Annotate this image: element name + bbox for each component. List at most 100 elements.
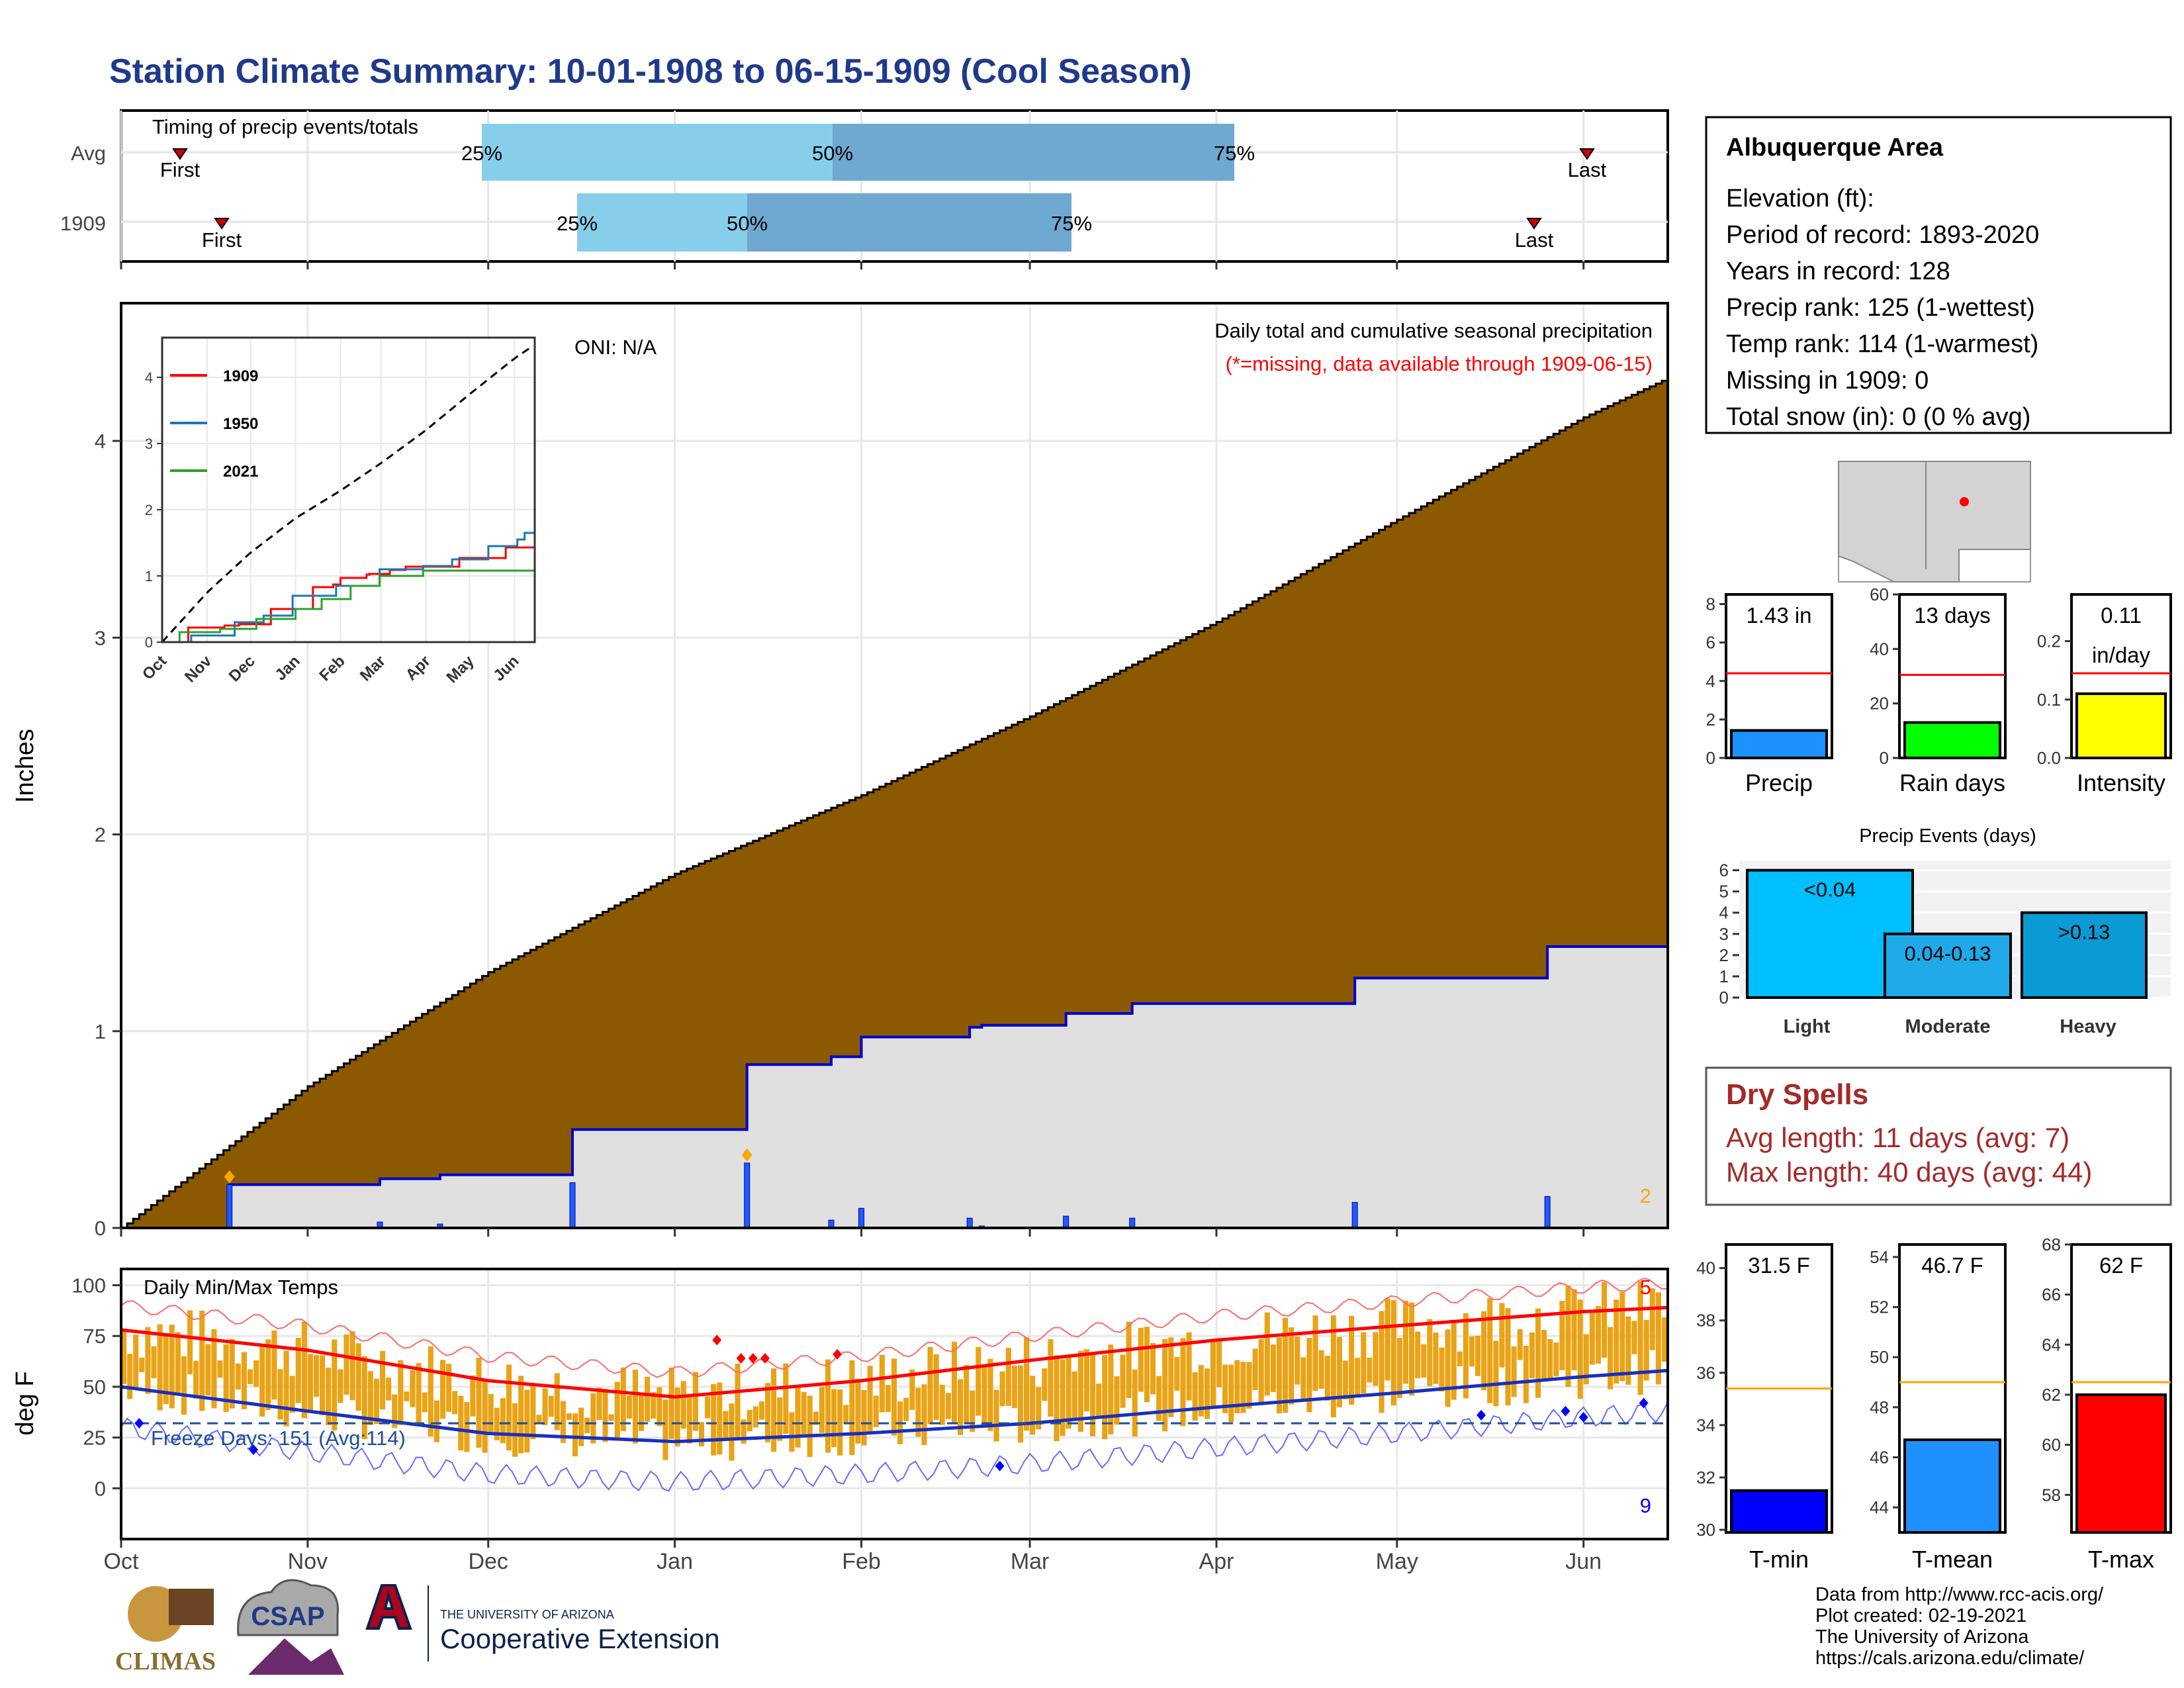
daily-temp-bar xyxy=(1541,1329,1547,1382)
temp-record-marker xyxy=(1578,1411,1588,1423)
daily-temp-bar xyxy=(1114,1376,1120,1425)
temp-record-marker xyxy=(1561,1405,1570,1417)
summary-tick-label: 46 xyxy=(1870,1448,1889,1468)
ua-logo: THE UNIVERSITY OF ARIZONA Cooperative Ex… xyxy=(365,1584,720,1662)
daily-temp-bar xyxy=(1054,1355,1060,1442)
dry-spells-frame xyxy=(1705,1066,2172,1206)
daily-temp-bar xyxy=(1601,1282,1608,1358)
daily-temp-bar xyxy=(1005,1348,1011,1406)
daily-temp-bar xyxy=(145,1327,151,1394)
daily-temp-bar xyxy=(777,1397,783,1441)
daily-temp-bar xyxy=(945,1393,951,1419)
daily-temp-bar xyxy=(993,1389,999,1442)
summary-tick-label: 30 xyxy=(1696,1520,1715,1540)
daily-temp-bar xyxy=(1132,1369,1138,1437)
daily-temp-bar xyxy=(1162,1338,1168,1432)
daily-temp-bar xyxy=(536,1415,542,1425)
daily-temp-bar xyxy=(789,1412,795,1452)
inset-y-tick-label: 1 xyxy=(145,568,153,585)
precip-subtitle: Daily total and cumulative seasonal prec… xyxy=(1214,319,1653,342)
daily-temp-bar xyxy=(1511,1346,1517,1397)
daily-temp-bar xyxy=(271,1330,277,1400)
daily-temp-bar xyxy=(1517,1329,1523,1360)
daily-temp-bar xyxy=(837,1389,843,1456)
daily-temp-bar xyxy=(951,1341,957,1423)
daily-temp-bar xyxy=(433,1400,439,1442)
daily-temp-bar xyxy=(1156,1376,1162,1421)
daily-temp-bar xyxy=(1565,1286,1571,1387)
climas-logo: CLIMAS xyxy=(115,1586,216,1675)
precip-events-title: Precip Events (days) xyxy=(1859,825,2036,847)
daily-temp-bar xyxy=(657,1387,662,1427)
daily-temp-bar xyxy=(915,1387,921,1437)
daily-temp-bar xyxy=(1060,1359,1066,1436)
daily-temp-bar xyxy=(554,1373,560,1430)
daily-temp-bar xyxy=(596,1387,602,1421)
events-bar-value: 0.04-0.13 xyxy=(1905,942,1991,965)
daily-temp-bar xyxy=(723,1411,729,1438)
inset-y-tick-label: 0 xyxy=(145,634,153,651)
info-line-3: Precip rank: 125 (1-wettest) xyxy=(1726,294,2035,322)
daily-temp-bar xyxy=(1283,1317,1289,1413)
summary-tick-label: 50 xyxy=(1870,1347,1889,1367)
events-bar-value: >0.13 xyxy=(2058,921,2110,944)
temp-y-tick-label: 100 xyxy=(71,1274,106,1297)
month-axis-labels: Oct Nov Dec Jan Feb Mar Apr May Jun xyxy=(104,1539,1602,1574)
daily-temp-bar xyxy=(343,1334,349,1395)
daily-temp-bar xyxy=(446,1364,452,1412)
summary-tick-label: 20 xyxy=(1870,694,1889,714)
daily-temp-bar xyxy=(1324,1355,1330,1401)
daily-temp-bar xyxy=(386,1378,392,1401)
summary-label: Rain days xyxy=(1899,769,2005,796)
month-label: Nov xyxy=(288,1549,328,1574)
daily-temp-bar xyxy=(1493,1340,1499,1407)
daily-temp-bar xyxy=(524,1389,530,1453)
locator-map xyxy=(1838,461,2031,583)
footer-line-2: The University of Arizona xyxy=(1815,1626,2029,1648)
summary-value: 31.5 F xyxy=(1748,1253,1810,1278)
daily-temp-bar xyxy=(439,1360,446,1419)
temp-y-tick-label: 0 xyxy=(95,1477,106,1500)
daily-temp-bar xyxy=(1619,1291,1625,1382)
daily-temp-bar xyxy=(705,1396,711,1419)
page-title: Station Climate Summary: 10-01-1908 to 0… xyxy=(109,52,1192,91)
daily-temp-bar xyxy=(1553,1342,1559,1377)
daily-precip-bar xyxy=(966,1217,973,1229)
daily-temp-bar xyxy=(1222,1364,1228,1413)
month-label: Feb xyxy=(842,1549,881,1574)
daily-temp-bar xyxy=(476,1358,482,1448)
summary-label: T-max xyxy=(2088,1546,2154,1573)
precip-y-tick-label: 0 xyxy=(95,1217,106,1240)
daily-temp-bar xyxy=(139,1357,145,1372)
footer-credits: Data from http://www.rcc-acis.org/ Plot … xyxy=(1815,1584,2104,1669)
daily-precip-bar xyxy=(1544,1196,1551,1229)
daily-temp-bar xyxy=(1499,1303,1505,1368)
daily-temp-bar xyxy=(1048,1339,1054,1417)
daily-temp-bar xyxy=(241,1352,247,1409)
summary-tick-label: 2 xyxy=(1706,710,1715,729)
summary-tick-label: 4 xyxy=(1706,671,1715,691)
info-line-1: Period of record: 1893-2020 xyxy=(1726,221,2039,249)
daily-temp-bar xyxy=(235,1363,241,1390)
daily-temp-bar xyxy=(1066,1357,1071,1429)
daily-temp-bar xyxy=(1529,1332,1535,1379)
daily-temp-bar xyxy=(1192,1372,1198,1421)
daily-temp-bar xyxy=(1216,1338,1222,1387)
daily-temp-bar xyxy=(229,1338,235,1409)
daily-temp-bar xyxy=(1036,1387,1042,1430)
timing-1909-50: 50% xyxy=(727,212,768,235)
ua-extension: Cooperative Extension xyxy=(440,1623,720,1654)
rain-days-chart: 0 20 40 60 13 days Rain days xyxy=(1870,585,2007,796)
inset-y-tick-label: 2 xyxy=(145,502,153,518)
daily-temp-bar xyxy=(1402,1300,1408,1384)
timing-1909-first-label: First xyxy=(202,228,242,252)
temp-record-marker xyxy=(712,1335,722,1346)
temp-y-axis-label: deg F xyxy=(11,1371,39,1435)
daily-temp-bar xyxy=(361,1356,367,1439)
info-line-2: Years in record: 128 xyxy=(1726,258,1950,285)
daily-temp-bar xyxy=(1138,1327,1144,1392)
daily-precip-bar xyxy=(744,1162,751,1229)
daily-temp-bar xyxy=(939,1385,945,1425)
daily-temp-bar xyxy=(1535,1308,1541,1398)
